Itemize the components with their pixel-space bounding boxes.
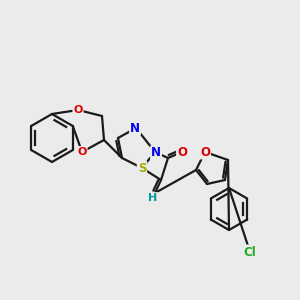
Text: S: S bbox=[138, 161, 146, 175]
Text: O: O bbox=[177, 146, 187, 158]
Text: H: H bbox=[148, 193, 158, 203]
Text: Cl: Cl bbox=[244, 245, 256, 259]
Text: O: O bbox=[200, 146, 210, 158]
Text: O: O bbox=[77, 147, 87, 157]
Text: O: O bbox=[73, 105, 83, 115]
Text: N: N bbox=[151, 146, 161, 160]
Text: N: N bbox=[130, 122, 140, 134]
